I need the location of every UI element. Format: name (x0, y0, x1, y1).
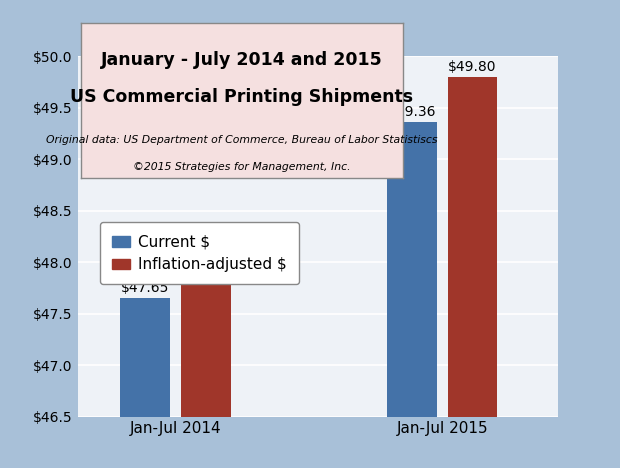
Bar (180, 258, 231, 417)
Text: $47.65: $47.65 (121, 281, 169, 295)
Text: January - July 2014 and 2015: January - July 2014 and 2015 (101, 51, 383, 69)
Bar (120, 298, 170, 417)
Text: $48.04: $48.04 (182, 241, 230, 255)
Text: $49.80: $49.80 (448, 59, 497, 73)
Bar (448, 77, 497, 417)
Legend: Current $, Inflation-adjusted $: Current $, Inflation-adjusted $ (100, 222, 299, 285)
Bar (387, 122, 437, 417)
Text: $49.36: $49.36 (388, 105, 436, 119)
Text: US Commercial Printing Shipments: US Commercial Printing Shipments (70, 88, 414, 106)
Text: ©2015 Strategies for Management, Inc.: ©2015 Strategies for Management, Inc. (133, 162, 351, 172)
Text: Original data: US Department of Commerce, Bureau of Labor Statistiscs: Original data: US Department of Commerce… (46, 135, 438, 145)
